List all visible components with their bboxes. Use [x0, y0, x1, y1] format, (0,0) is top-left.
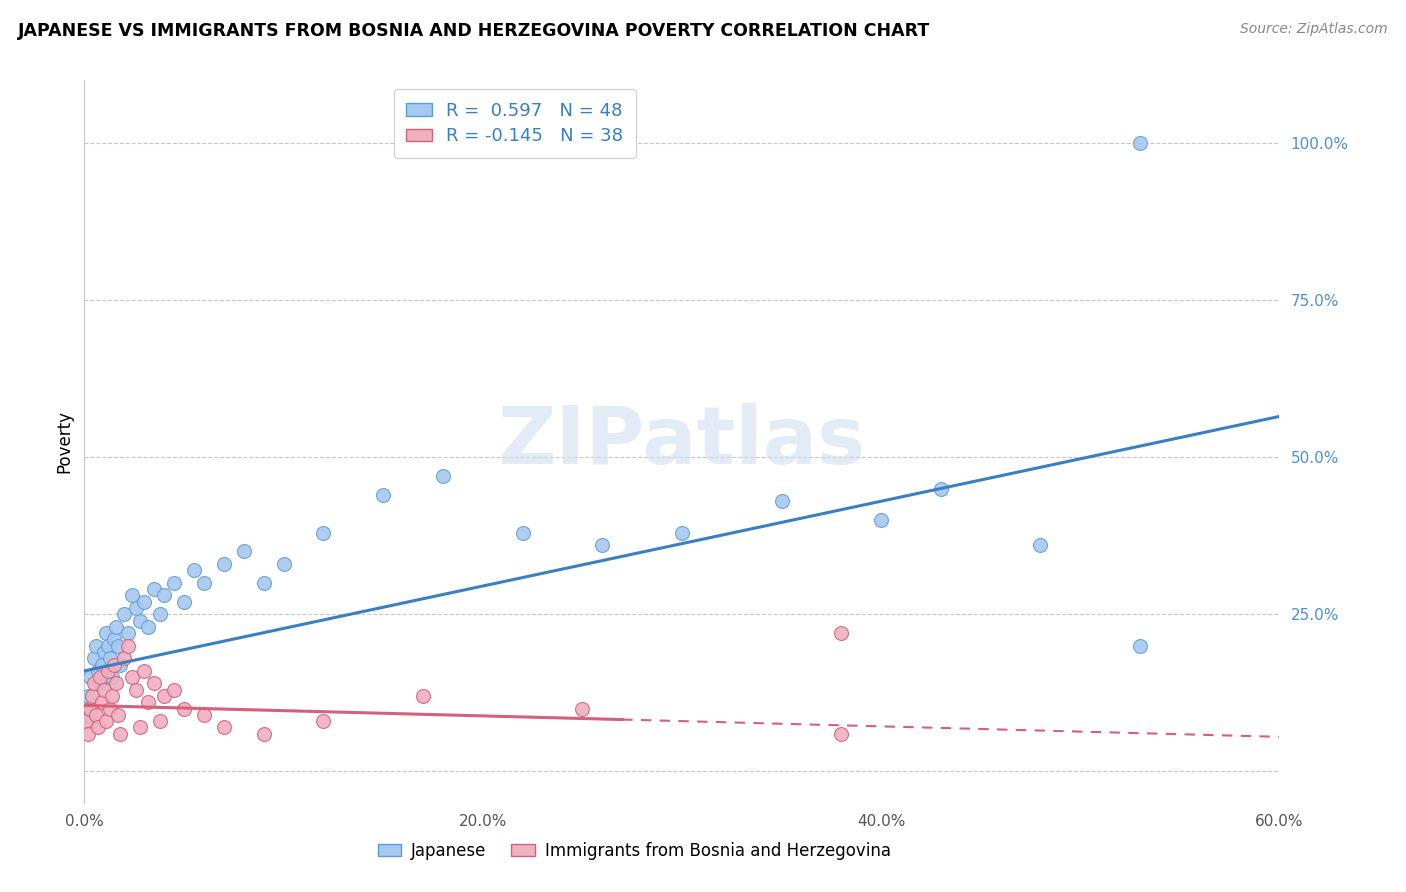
Y-axis label: Poverty: Poverty — [55, 410, 73, 473]
Point — [87, 664, 110, 678]
Point — [75, 714, 97, 728]
Text: ZIPatlas: ZIPatlas — [498, 402, 866, 481]
Point — [82, 689, 104, 703]
Point — [83, 651, 105, 665]
Point — [153, 589, 176, 603]
Point — [770, 494, 793, 508]
Point — [121, 589, 143, 603]
Point — [1129, 639, 1152, 653]
Point — [110, 727, 132, 741]
Point — [273, 557, 295, 571]
Point — [112, 607, 135, 622]
Point — [117, 639, 139, 653]
Point — [591, 538, 613, 552]
Point — [149, 607, 172, 622]
Point — [91, 695, 114, 709]
Point — [101, 670, 124, 684]
Point — [212, 720, 235, 734]
Point — [101, 689, 124, 703]
Point — [193, 707, 215, 722]
Point — [232, 544, 254, 558]
Point — [671, 525, 693, 540]
Point — [89, 676, 111, 690]
Point — [149, 714, 172, 728]
Point — [870, 513, 893, 527]
Point — [96, 714, 118, 728]
Point — [1029, 538, 1052, 552]
Point — [112, 651, 135, 665]
Text: Source: ZipAtlas.com: Source: ZipAtlas.com — [1240, 22, 1388, 37]
Point — [96, 626, 118, 640]
Point — [183, 563, 205, 577]
Point — [98, 701, 121, 715]
Point — [98, 651, 121, 665]
Point — [105, 620, 128, 634]
Point — [93, 682, 115, 697]
Point — [77, 689, 100, 703]
Point — [86, 639, 108, 653]
Point — [97, 664, 120, 678]
Point — [125, 682, 148, 697]
Point — [93, 645, 115, 659]
Point — [117, 626, 139, 640]
Point — [107, 639, 129, 653]
Point — [125, 601, 148, 615]
Point — [512, 525, 534, 540]
Point — [163, 682, 186, 697]
Point — [253, 727, 276, 741]
Point — [193, 575, 215, 590]
Point — [110, 657, 132, 672]
Point — [312, 714, 335, 728]
Point — [132, 595, 156, 609]
Point — [79, 701, 101, 715]
Point — [82, 714, 104, 728]
Point — [75, 701, 97, 715]
Point — [432, 469, 454, 483]
Point — [253, 575, 276, 590]
Point — [173, 595, 195, 609]
Point — [89, 670, 111, 684]
Point — [571, 701, 593, 715]
Point — [143, 676, 166, 690]
Point — [87, 720, 110, 734]
Point — [830, 727, 852, 741]
Point — [163, 575, 186, 590]
Point — [86, 707, 108, 722]
Point — [830, 626, 852, 640]
Point — [105, 676, 128, 690]
Point — [173, 701, 195, 715]
Text: JAPANESE VS IMMIGRANTS FROM BOSNIA AND HERZEGOVINA POVERTY CORRELATION CHART: JAPANESE VS IMMIGRANTS FROM BOSNIA AND H… — [18, 22, 931, 40]
Point — [79, 670, 101, 684]
Point — [373, 488, 395, 502]
Point — [132, 664, 156, 678]
Point — [153, 689, 176, 703]
Point — [129, 614, 152, 628]
Point — [97, 639, 120, 653]
Point — [136, 695, 159, 709]
Point — [121, 670, 143, 684]
Point — [83, 676, 105, 690]
Point — [136, 620, 159, 634]
Point — [929, 482, 952, 496]
Point — [107, 707, 129, 722]
Point — [1129, 136, 1152, 150]
Point — [103, 657, 125, 672]
Point — [77, 727, 100, 741]
Point — [91, 657, 114, 672]
Point — [103, 632, 125, 647]
Point — [143, 582, 166, 597]
Point — [129, 720, 152, 734]
Legend: Japanese, Immigrants from Bosnia and Herzegovina: Japanese, Immigrants from Bosnia and Her… — [371, 836, 897, 867]
Point — [212, 557, 235, 571]
Point — [412, 689, 434, 703]
Point — [312, 525, 335, 540]
